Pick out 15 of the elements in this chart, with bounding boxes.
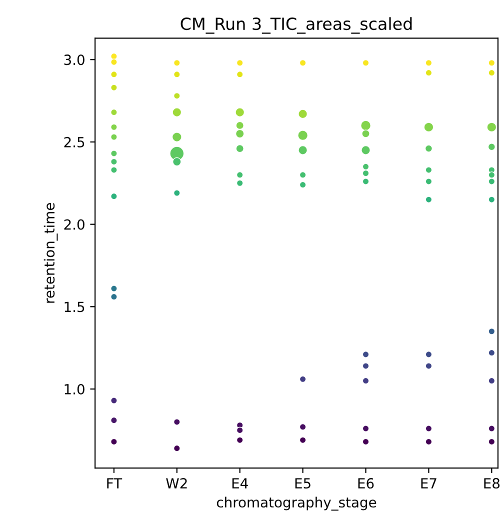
x-tick-label: E6 [358,478,374,489]
x-tick-label: W2 [166,478,187,488]
chart-title: CM_Run 3_TIC_areas_scaled [180,17,412,34]
y-tick-label: 3.0 [64,54,84,66]
x-tick-label: FT [107,478,122,488]
x-tick-label: E4 [232,478,248,488]
y-tick-label: 2.0 [64,219,84,230]
x-tick-label: E5 [295,478,310,489]
y-axis-title: retention_time [44,203,58,303]
y-tick-label: 1.5 [64,302,84,312]
x-tick-label: E7 [421,478,436,488]
y-tick-label: 2.5 [64,136,84,148]
y-tick-label: 1.0 [64,384,84,394]
x-axis-title: chromatography_stage [216,496,376,511]
x-tick-label: E8 [484,478,500,489]
